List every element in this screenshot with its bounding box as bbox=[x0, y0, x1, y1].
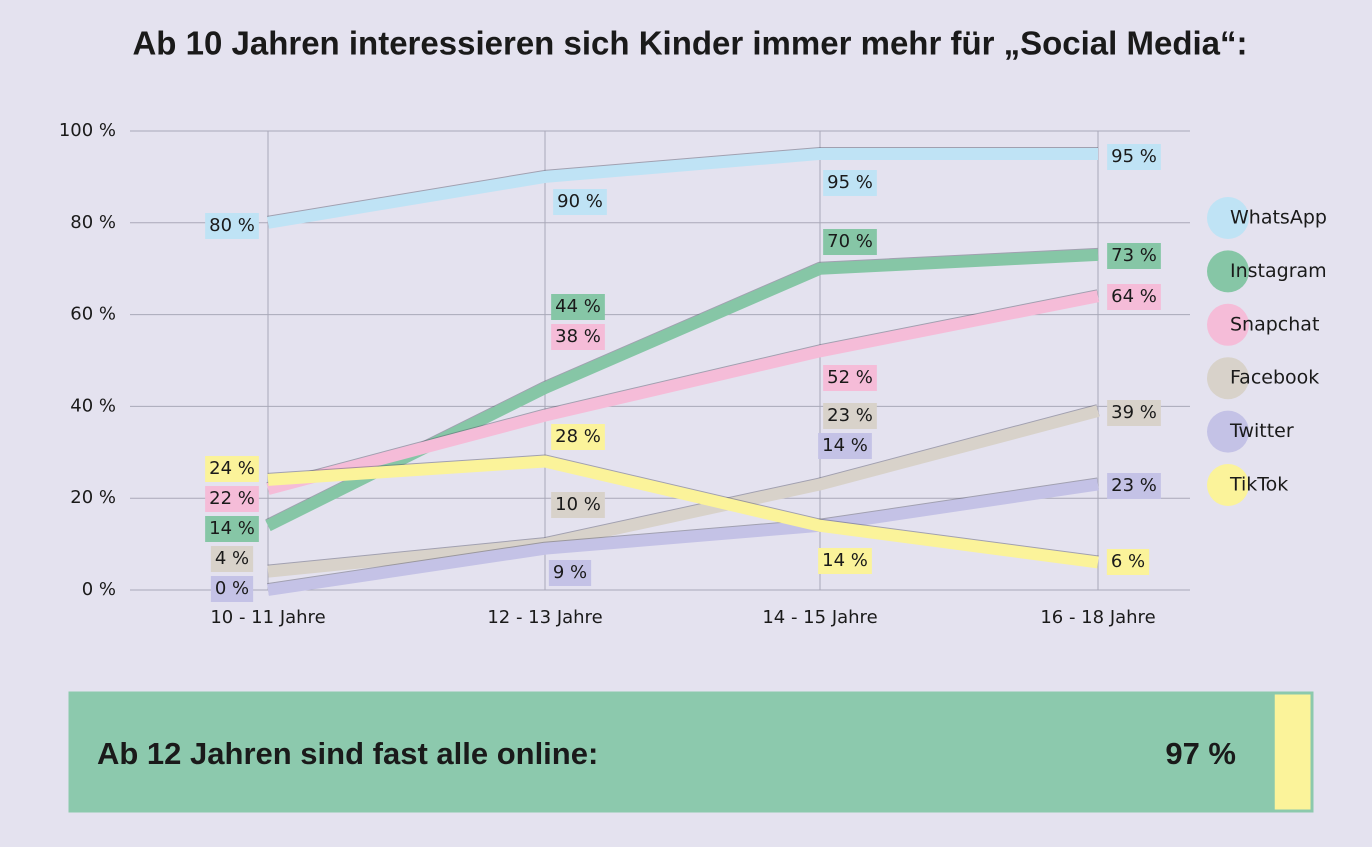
series-line bbox=[266, 290, 1100, 495]
series-line bbox=[267, 478, 1099, 596]
x-tick-label: 12 - 13 Jahre bbox=[487, 607, 602, 628]
value-label: 44 % bbox=[555, 296, 601, 317]
banner-value: 97 % bbox=[1165, 736, 1236, 771]
value-label: 23 % bbox=[827, 405, 873, 426]
value-label: 24 % bbox=[209, 458, 255, 479]
value-label-bg bbox=[1107, 400, 1161, 426]
legend-swatch bbox=[1207, 410, 1249, 453]
x-tick-label: 16 - 18 Jahre bbox=[1040, 607, 1155, 628]
value-label: 14 % bbox=[209, 518, 255, 539]
value-label: 70 % bbox=[827, 231, 873, 252]
value-label-bg bbox=[818, 433, 872, 459]
chart-title: Ab 10 Jahren interessieren sich Kinder i… bbox=[132, 25, 1247, 62]
legend-swatch bbox=[1207, 357, 1249, 400]
value-label: 0 % bbox=[215, 578, 249, 599]
legend-swatch bbox=[1207, 250, 1249, 293]
value-label-bg bbox=[823, 229, 877, 255]
value-label: 95 % bbox=[827, 172, 873, 193]
value-label: 64 % bbox=[1111, 286, 1157, 307]
value-label-bg bbox=[551, 492, 605, 518]
value-label: 95 % bbox=[1111, 146, 1157, 167]
value-label-bg bbox=[205, 213, 259, 239]
y-tick-label: 0 % bbox=[82, 579, 116, 600]
legend-label: Snapchat bbox=[1230, 313, 1319, 335]
value-label-bg bbox=[1107, 284, 1161, 310]
value-label: 73 % bbox=[1111, 245, 1157, 266]
legend-swatch bbox=[1207, 303, 1249, 346]
legend-label: TikTok bbox=[1229, 474, 1288, 496]
value-label: 6 % bbox=[1111, 551, 1145, 572]
banner-bar bbox=[70, 693, 1275, 811]
value-label-bg bbox=[823, 365, 877, 391]
value-label-bg bbox=[823, 170, 877, 196]
value-label-bg bbox=[551, 324, 605, 350]
value-label-bg bbox=[1107, 144, 1161, 170]
legend-swatch bbox=[1207, 464, 1249, 506]
series-line bbox=[267, 147, 1098, 229]
value-label-bg bbox=[205, 456, 259, 482]
value-label-bg bbox=[1107, 243, 1161, 269]
value-label-bg bbox=[205, 516, 259, 542]
series-line bbox=[267, 455, 1099, 569]
value-label-bg bbox=[205, 486, 259, 512]
y-tick-label: 100 % bbox=[59, 120, 116, 141]
legend-swatch bbox=[1207, 197, 1249, 239]
value-label: 14 % bbox=[822, 550, 868, 571]
value-label: 23 % bbox=[1111, 475, 1157, 496]
value-label: 52 % bbox=[827, 367, 873, 388]
series-line bbox=[267, 405, 1100, 578]
value-label: 38 % bbox=[555, 326, 601, 347]
x-tick-label: 14 - 15 Jahre bbox=[762, 607, 877, 628]
value-label: 39 % bbox=[1111, 402, 1157, 423]
value-label-bg bbox=[210, 546, 254, 572]
value-label: 22 % bbox=[209, 488, 255, 509]
value-label-bg bbox=[1106, 549, 1150, 575]
banner-text: Ab 12 Jahren sind fast alle online: bbox=[97, 736, 598, 771]
y-tick-label: 40 % bbox=[70, 395, 116, 416]
legend-label: Facebook bbox=[1230, 367, 1319, 389]
value-label: 90 % bbox=[557, 191, 603, 212]
series-line bbox=[265, 248, 1099, 532]
value-label-bg bbox=[551, 424, 605, 450]
legend-label: WhatsApp bbox=[1230, 207, 1327, 229]
value-label: 28 % bbox=[555, 426, 601, 447]
legend-label: Instagram bbox=[1230, 260, 1327, 282]
value-label-bg bbox=[553, 189, 607, 215]
value-label-bg bbox=[548, 560, 592, 586]
x-tick-label: 10 - 11 Jahre bbox=[210, 607, 325, 628]
value-label-bg bbox=[1107, 473, 1161, 499]
value-label: 9 % bbox=[553, 562, 587, 583]
value-label: 14 % bbox=[822, 435, 868, 456]
value-label-bg bbox=[823, 403, 877, 429]
legend-label: Twitter bbox=[1229, 420, 1294, 442]
y-tick-label: 60 % bbox=[70, 304, 116, 325]
y-tick-label: 20 % bbox=[70, 487, 116, 508]
value-label: 10 % bbox=[555, 494, 601, 515]
y-tick-label: 80 % bbox=[70, 212, 116, 233]
value-label: 4 % bbox=[215, 548, 249, 569]
value-label-bg bbox=[210, 576, 254, 602]
value-label: 80 % bbox=[209, 215, 255, 236]
value-label-bg bbox=[818, 548, 872, 574]
value-label-bg bbox=[551, 294, 605, 320]
